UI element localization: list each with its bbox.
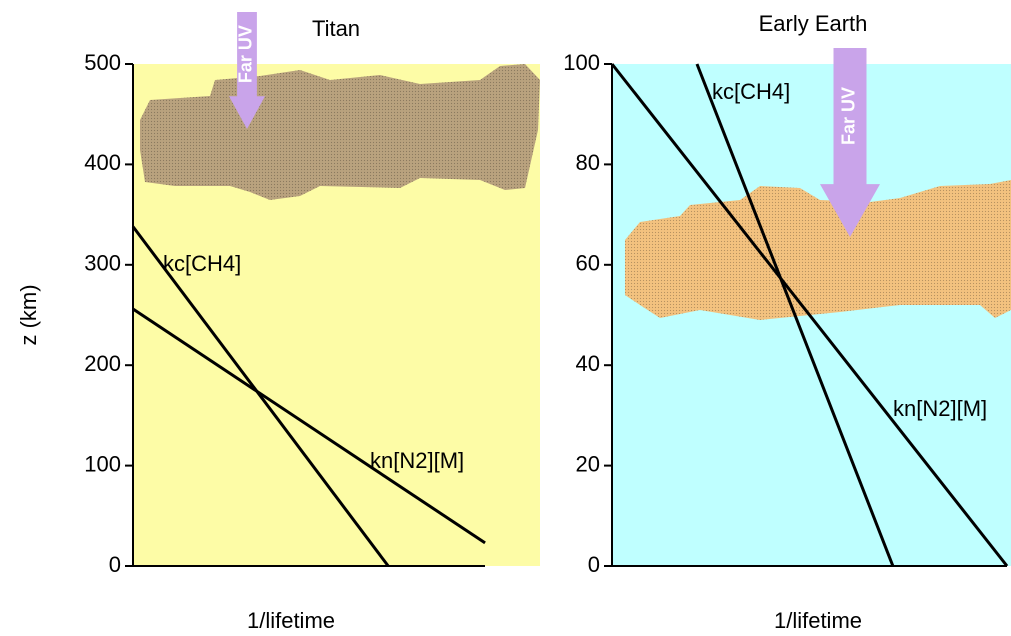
y-tick-label: 20 <box>576 451 600 476</box>
cloud-texture <box>625 180 1011 320</box>
y-tick-label: 80 <box>576 150 600 175</box>
chart-title: Early Earth <box>759 11 868 36</box>
y-tick-label: 500 <box>84 50 121 75</box>
y-axis-label: z (km) <box>16 284 41 345</box>
line-label: kn[N2][M] <box>370 448 464 473</box>
y-tick-label: 0 <box>588 552 600 577</box>
y-tick-label: 400 <box>84 150 121 175</box>
line <box>610 63 1009 567</box>
line <box>132 307 486 545</box>
uv-arrow <box>820 48 880 237</box>
line-label: kc[CH4] <box>712 79 790 104</box>
chart-title: Titan <box>312 16 360 41</box>
line-label: kc[CH4] <box>163 251 241 276</box>
line-label: kn[N2][M] <box>893 396 987 421</box>
y-tick-label: 40 <box>576 351 600 376</box>
x-axis-label: 1/lifetime <box>774 608 862 633</box>
line <box>695 63 895 567</box>
y-tick-label: 100 <box>84 451 121 476</box>
y-tick-label: 300 <box>84 251 121 276</box>
y-tick-label: 200 <box>84 351 121 376</box>
uv-label: Far UV <box>839 87 859 145</box>
x-axis-label: 1/lifetime <box>247 608 335 633</box>
uv-label: Far UV <box>236 25 256 83</box>
y-tick-label: 0 <box>109 552 121 577</box>
uv-arrow <box>229 12 265 129</box>
y-tick-label: 60 <box>576 251 600 276</box>
y-tick-label: 100 <box>563 50 600 75</box>
line <box>131 225 390 567</box>
